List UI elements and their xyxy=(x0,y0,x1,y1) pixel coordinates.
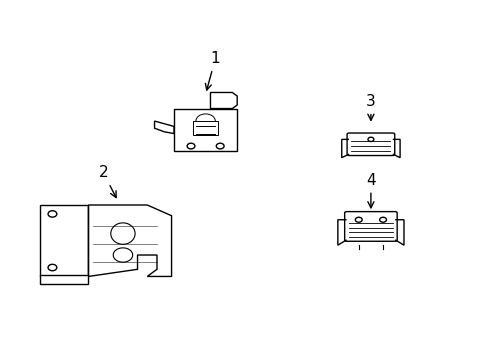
Text: 2: 2 xyxy=(99,165,116,198)
Text: 1: 1 xyxy=(205,51,220,90)
Text: 4: 4 xyxy=(366,172,375,208)
FancyBboxPatch shape xyxy=(174,109,237,152)
FancyBboxPatch shape xyxy=(346,133,394,156)
Bar xyxy=(193,121,217,135)
FancyBboxPatch shape xyxy=(344,212,396,241)
Bar xyxy=(40,275,88,284)
Text: 3: 3 xyxy=(366,94,375,120)
Bar xyxy=(40,205,88,276)
